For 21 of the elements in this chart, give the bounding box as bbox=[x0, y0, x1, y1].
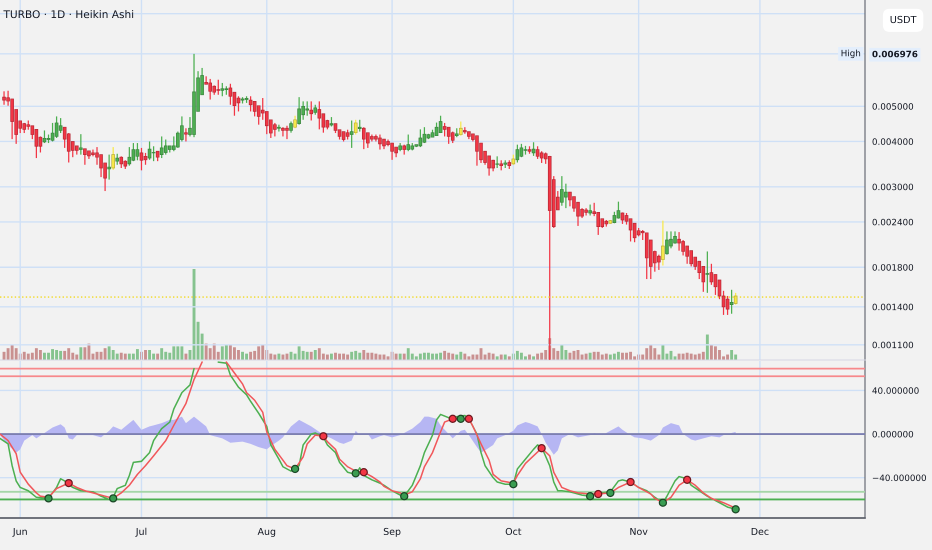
x-tick-label: Oct bbox=[506, 528, 522, 536]
y-tick-label: 0.006976 bbox=[872, 50, 918, 58]
y-tick-label: −40.000000 bbox=[872, 474, 926, 482]
x-tick-label: Nov bbox=[630, 528, 648, 536]
y-tick-label: 0.001100 bbox=[872, 342, 914, 348]
y-axis-title: USDT bbox=[890, 16, 916, 24]
y-tick-label: 0.001800 bbox=[872, 264, 914, 271]
y-tick-label: 0.002400 bbox=[872, 218, 914, 226]
y-tick-label: 0.001400 bbox=[872, 304, 914, 310]
x-tick-label: Jun bbox=[12, 528, 27, 537]
y-tick-label: 0.000000 bbox=[872, 430, 914, 438]
x-tick-label: Sep bbox=[384, 528, 400, 537]
y-tick-label: 0.005000 bbox=[872, 103, 914, 110]
x-tick-label: Dec bbox=[752, 528, 768, 536]
annotation: High bbox=[842, 50, 860, 58]
y-tick-label: 0.004000 bbox=[872, 138, 914, 145]
y-tick-label: 0.003000 bbox=[872, 184, 914, 190]
y-tick-label: 40.000000 bbox=[872, 387, 919, 394]
x-tick-label: Aug bbox=[258, 528, 276, 537]
x-tick-label: Jul bbox=[135, 528, 146, 537]
text: TURBO · 1D · Heikin Ashi bbox=[3, 10, 134, 18]
